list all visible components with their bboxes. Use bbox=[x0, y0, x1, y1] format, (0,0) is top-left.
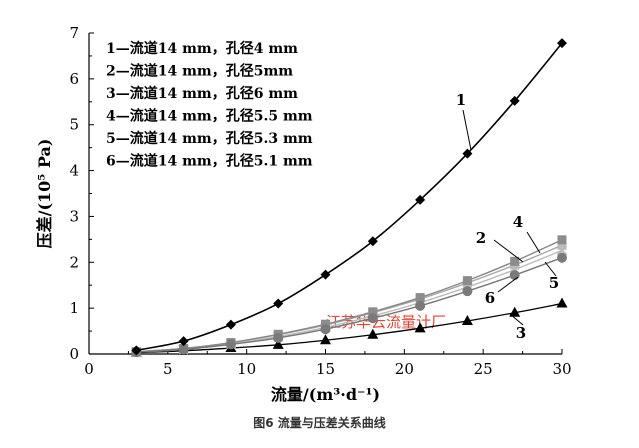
data-point bbox=[509, 270, 520, 281]
data-point bbox=[415, 293, 425, 303]
data-point bbox=[367, 328, 379, 339]
data-point bbox=[415, 194, 426, 205]
curve-leader-3 bbox=[509, 313, 524, 326]
y-tick-label: 6 bbox=[69, 70, 79, 88]
data-point bbox=[225, 339, 236, 350]
x-tick-label: 0 bbox=[84, 360, 94, 378]
curve-number-3: 3 bbox=[516, 324, 526, 342]
series-line-4 bbox=[136, 239, 563, 353]
data-point bbox=[510, 256, 520, 266]
data-point bbox=[414, 322, 426, 333]
data-point bbox=[556, 245, 568, 256]
data-point bbox=[367, 236, 378, 247]
x-tick-label: 25 bbox=[474, 360, 493, 378]
legend-entry-1: 1—流道14 mm，孔径4 mm bbox=[106, 40, 298, 57]
series-1 bbox=[131, 38, 567, 356]
series-line-6 bbox=[136, 257, 563, 353]
data-point bbox=[509, 306, 521, 317]
watermark-text: 江苏华云流量计厂 bbox=[326, 313, 446, 331]
data-point bbox=[320, 324, 331, 335]
data-point bbox=[321, 319, 330, 329]
legend-entry-4: 4—流道14 mm，孔径5.5 mm bbox=[106, 108, 313, 125]
curve-number-6: 6 bbox=[485, 289, 495, 307]
y-axis-label: 压差/(10⁵ Pa) bbox=[35, 139, 54, 249]
legend: 1—流道14 mm，孔径4 mm 2—流道14 mm，孔径5mm 3—流道14 mm… bbox=[106, 40, 313, 170]
curve-labels: 1 2 3 4 5 6 bbox=[456, 91, 559, 342]
curve-leader-6 bbox=[497, 276, 519, 293]
y-tick-label: 7 bbox=[69, 24, 79, 42]
data-point bbox=[509, 95, 520, 106]
legend-entry-2: 2—流道14 mm，孔径5mm bbox=[106, 63, 293, 80]
curve-number-1: 1 bbox=[456, 91, 466, 109]
data-point bbox=[557, 38, 567, 49]
series-line-3 bbox=[136, 302, 563, 354]
data-point bbox=[368, 307, 378, 317]
data-point bbox=[320, 334, 331, 345]
data-point bbox=[415, 300, 426, 311]
legend-entry-3: 3—流道14 mm，孔径6 mm bbox=[106, 85, 298, 102]
x-axis-label: 流量/(m³·d⁻¹) bbox=[271, 385, 380, 404]
x-tick-label: 10 bbox=[237, 360, 256, 378]
y-tick-label: 2 bbox=[69, 253, 79, 271]
data-point bbox=[556, 297, 568, 308]
watermark-layer: 江苏华云流量计厂 bbox=[326, 313, 446, 331]
curve-number-5: 5 bbox=[549, 274, 559, 292]
x-tick-label: 30 bbox=[552, 360, 571, 378]
curve-leader-2 bbox=[493, 239, 524, 263]
data-point bbox=[461, 314, 473, 325]
data-point bbox=[272, 338, 284, 349]
data-point bbox=[178, 336, 189, 347]
curve-leader-5 bbox=[544, 261, 557, 277]
data-point bbox=[557, 235, 567, 245]
curve-leader-1 bbox=[462, 109, 472, 151]
data-point bbox=[320, 269, 331, 280]
x-tick-label: 5 bbox=[163, 360, 173, 378]
data-point bbox=[178, 344, 189, 355]
series-6 bbox=[131, 252, 567, 358]
legend-entry-6: 6—流道14 mm，孔径5.1 mm bbox=[106, 153, 313, 170]
data-point bbox=[367, 313, 378, 324]
y-tick-label: 0 bbox=[69, 345, 79, 363]
series-5 bbox=[131, 245, 568, 358]
data-point bbox=[225, 319, 236, 330]
data-point bbox=[462, 276, 472, 286]
curve-leader-4 bbox=[526, 231, 541, 254]
y-tick-label: 1 bbox=[69, 299, 79, 317]
figure-caption: 图6 流量与压差关系曲线 bbox=[253, 416, 386, 430]
data-point bbox=[462, 286, 473, 297]
curve-number-2: 2 bbox=[476, 229, 486, 247]
series-line-1 bbox=[136, 42, 563, 352]
y-tick-label: 3 bbox=[69, 207, 79, 225]
legend-entry-5: 5—流道14 mm，孔径5.3 mm bbox=[106, 130, 313, 147]
data-point bbox=[462, 148, 473, 159]
data-point bbox=[131, 345, 142, 356]
data-point bbox=[557, 252, 567, 263]
x-tick-label: 15 bbox=[316, 360, 335, 378]
data-point bbox=[273, 298, 284, 309]
series-layer bbox=[130, 38, 568, 358]
pressure-flow-chart: 江苏华云流量计厂 0 5 10 15 20 25 3001234567流量/(m³·d⁻¹)… bbox=[35, 24, 572, 404]
data-point bbox=[273, 332, 284, 343]
data-point bbox=[557, 240, 567, 250]
x-tick-label: 20 bbox=[395, 360, 414, 378]
curve-number-4: 4 bbox=[513, 213, 523, 231]
y-tick-label: 4 bbox=[69, 162, 79, 180]
y-tick-label: 5 bbox=[69, 116, 79, 134]
